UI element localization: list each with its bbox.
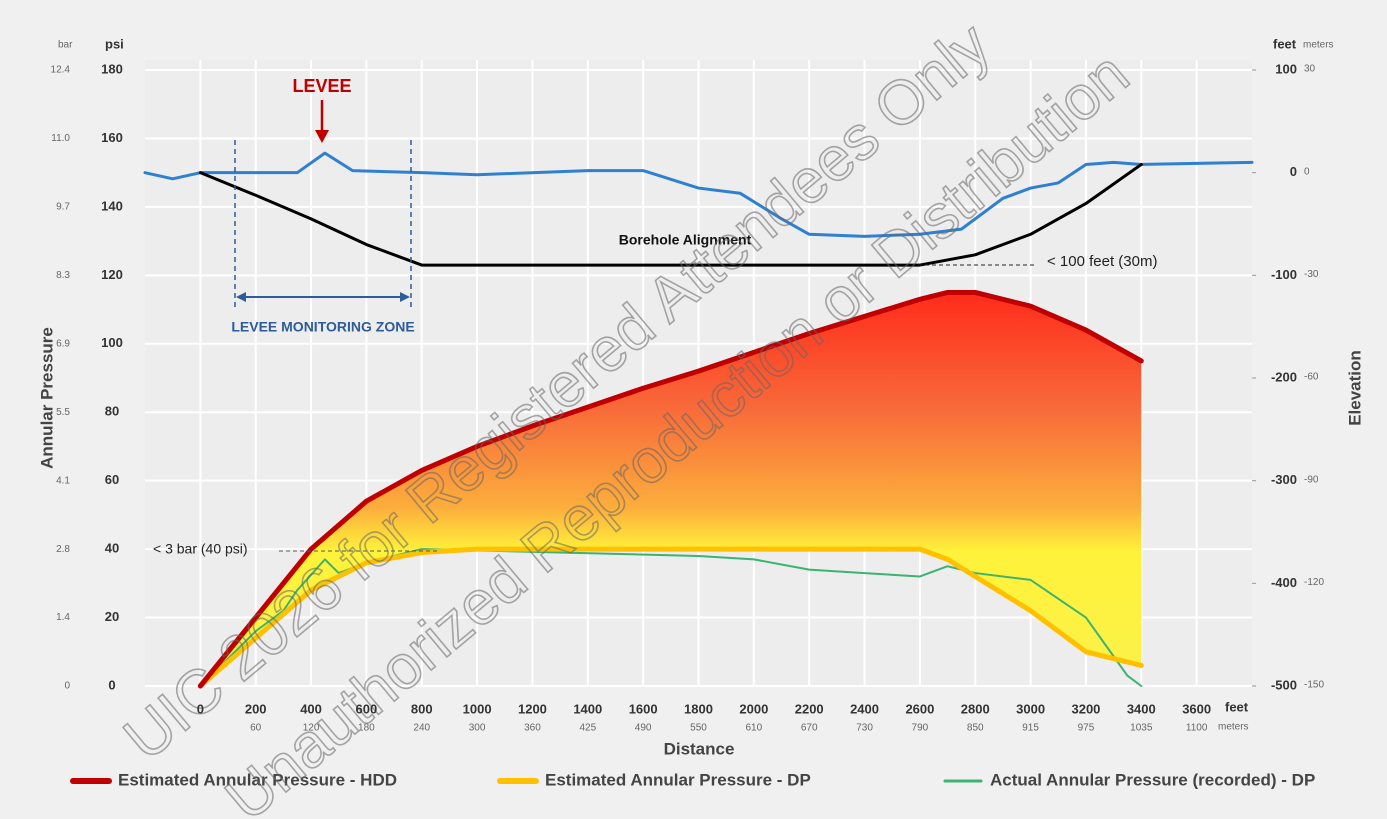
pressure-limit-note: < 3 bar (40 psi) bbox=[153, 541, 248, 557]
y-tick-label: 60 bbox=[105, 472, 119, 487]
y-tick-label: 20 bbox=[105, 609, 119, 624]
y-tick-label-alt: 2.8 bbox=[56, 544, 70, 555]
x-tick-label: 3200 bbox=[1071, 701, 1100, 716]
x-tick-label: 800 bbox=[411, 701, 433, 716]
y-tick-label-alt: 12.4 bbox=[51, 65, 71, 76]
y-tick-label: 80 bbox=[105, 404, 119, 419]
x-tick-label: 1000 bbox=[463, 701, 492, 716]
y2-tick-label: -500 bbox=[1271, 677, 1297, 692]
y-tick-label: 100 bbox=[101, 335, 123, 350]
y-tick-label: 140 bbox=[101, 198, 123, 213]
y2-tick-label-alt: -60 bbox=[1304, 372, 1319, 383]
legend-label: Estimated Annular Pressure - DP bbox=[545, 770, 811, 789]
x-tick-label-alt: 60 bbox=[250, 723, 262, 734]
x-tick-label-alt: 425 bbox=[579, 723, 596, 734]
x-tick-label: 3400 bbox=[1127, 701, 1156, 716]
x-tick-label-alt: 180 bbox=[358, 723, 375, 734]
series-line bbox=[199, 548, 1143, 687]
x-tick-label: 1200 bbox=[518, 701, 547, 716]
x-tick-label: 600 bbox=[356, 701, 378, 716]
x-tick-label-alt: 300 bbox=[469, 723, 486, 734]
x-tick-label: 400 bbox=[300, 701, 322, 716]
y2-tick-label-alt: -150 bbox=[1304, 680, 1324, 691]
x-unit: feet bbox=[1225, 699, 1249, 714]
y-tick-label: 120 bbox=[101, 267, 123, 282]
x-tick-label-alt: 790 bbox=[912, 723, 929, 734]
x-tick-label-alt: 610 bbox=[746, 723, 763, 734]
y2-tick-label-alt: -30 bbox=[1304, 269, 1319, 280]
y2-tick-label-alt: -90 bbox=[1304, 474, 1319, 485]
legend-label: Estimated Annular Pressure - HDD bbox=[118, 770, 397, 789]
y2-unit-alt: meters bbox=[1303, 40, 1334, 51]
y-tick-label-alt: 6.9 bbox=[56, 338, 70, 349]
x-tick-label-alt: 1035 bbox=[1130, 723, 1153, 734]
x-tick-label-alt: 240 bbox=[413, 723, 430, 734]
x-tick-label: 2800 bbox=[961, 701, 990, 716]
x2-unit: meters bbox=[1218, 722, 1249, 733]
x-tick-label: 2600 bbox=[905, 701, 934, 716]
y2-tick-label: -300 bbox=[1271, 472, 1297, 487]
x-tick-label-alt: 730 bbox=[856, 723, 873, 734]
x-tick-label: 200 bbox=[245, 701, 267, 716]
x-tick-label: 1600 bbox=[629, 701, 658, 716]
legend-label: Actual Annular Pressure (recorded) - DP bbox=[990, 770, 1315, 789]
y-tick-label-alt: 0 bbox=[64, 681, 70, 692]
x-tick-label-alt: 670 bbox=[801, 723, 818, 734]
y2-axis-title: Elevation bbox=[1345, 350, 1364, 426]
y2-tick-label: 0 bbox=[1290, 164, 1297, 179]
levee-label: LEVEE bbox=[292, 76, 351, 96]
x-tick-label: 0 bbox=[197, 701, 204, 716]
x-tick-label: 2000 bbox=[739, 701, 768, 716]
y-tick-label-alt: 4.1 bbox=[56, 475, 70, 486]
y-tick-label-alt: 8.3 bbox=[56, 270, 70, 281]
y2-tick-label-alt: 0 bbox=[1304, 166, 1310, 177]
x-tick-label-alt: 120 bbox=[303, 723, 320, 734]
x-tick-label-alt: 915 bbox=[1022, 723, 1039, 734]
series-line bbox=[143, 151, 1254, 238]
y-axis-title: Annular Pressure bbox=[37, 327, 56, 469]
x-tick-label: 3600 bbox=[1182, 701, 1211, 716]
series-line bbox=[197, 546, 1144, 689]
y2-unit: feet bbox=[1273, 36, 1297, 51]
y-tick-label: 160 bbox=[101, 130, 123, 145]
y-unit: psi bbox=[105, 36, 124, 51]
x-tick-label-alt: 550 bbox=[690, 723, 707, 734]
x-axis-title: Distance bbox=[664, 739, 735, 758]
depth-note: < 100 feet (30m) bbox=[1047, 253, 1157, 270]
x-tick-label: 1800 bbox=[684, 701, 713, 716]
annotations: LEVEE LEVEE MONITORING ZONE Borehole Ali… bbox=[153, 76, 1157, 557]
y-tick-label: 180 bbox=[101, 61, 123, 76]
x-tick-label: 1400 bbox=[573, 701, 602, 716]
y2-tick-label: -100 bbox=[1271, 267, 1297, 282]
y-tick-label: 0 bbox=[108, 677, 115, 692]
x-tick-label-alt: 360 bbox=[524, 723, 541, 734]
y2-tick-label: 100 bbox=[1275, 61, 1297, 76]
levee-arrowhead bbox=[315, 130, 329, 143]
x-tick-label-alt: 850 bbox=[967, 723, 984, 734]
borehole-label: Borehole Alignment bbox=[619, 232, 752, 248]
y-unit-alt: bar bbox=[58, 40, 73, 51]
y2-tick-label-alt: -120 bbox=[1304, 577, 1324, 588]
y2-tick-label: -400 bbox=[1271, 575, 1297, 590]
pressure-band bbox=[200, 292, 1142, 686]
y2-tick-label: -200 bbox=[1271, 369, 1297, 384]
y-tick-label-alt: 11.0 bbox=[51, 133, 70, 144]
x-tick-label-alt: 490 bbox=[635, 723, 652, 734]
series-line bbox=[198, 162, 1143, 267]
x-tick-label: 2400 bbox=[850, 701, 879, 716]
y-tick-label-alt: 9.7 bbox=[56, 202, 70, 213]
series-line bbox=[197, 289, 1144, 689]
y-tick-label-alt: 1.4 bbox=[56, 612, 70, 623]
y-tick-label: 40 bbox=[105, 541, 119, 556]
y-tick-label-alt: 5.5 bbox=[56, 407, 70, 418]
x-tick-label: 2200 bbox=[795, 701, 824, 716]
y2-tick-label-alt: 30 bbox=[1304, 64, 1316, 75]
x-tick-label: 3000 bbox=[1016, 701, 1045, 716]
x-tick-label-alt: 975 bbox=[1078, 723, 1095, 734]
zone-label: LEVEE MONITORING ZONE bbox=[231, 319, 414, 335]
x-tick-label-alt: 1100 bbox=[1186, 723, 1208, 734]
